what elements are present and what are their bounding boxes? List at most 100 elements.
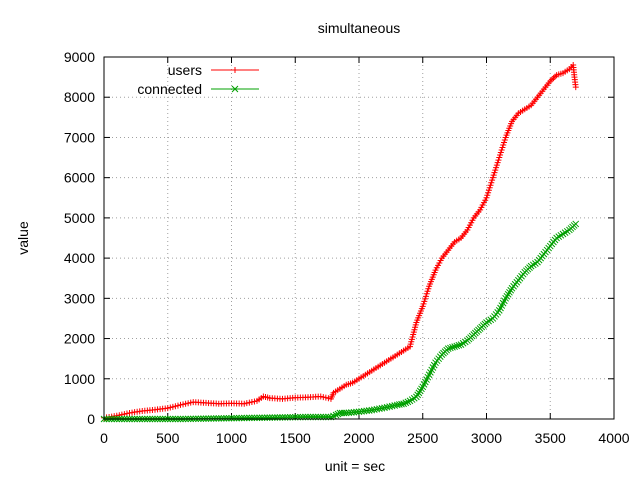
data-point — [383, 403, 391, 411]
data-point — [500, 141, 507, 148]
data-point — [263, 414, 271, 421]
data-point — [223, 414, 230, 422]
data-point — [317, 393, 324, 400]
data-point — [271, 414, 279, 421]
data-point — [248, 414, 256, 422]
data-point — [493, 164, 500, 171]
legend-marker-connected — [231, 85, 239, 93]
x-axis-label: unit = sec — [325, 458, 385, 474]
data-point — [238, 414, 246, 422]
x-tick-label: 1000 — [216, 430, 247, 446]
data-series — [100, 62, 580, 423]
data-point — [490, 172, 497, 179]
legend-label-users: users — [168, 62, 202, 78]
series-line-users — [103, 63, 577, 419]
data-point — [485, 189, 492, 196]
legend-label-connected: connected — [137, 81, 202, 97]
data-point — [215, 415, 223, 422]
data-point — [185, 400, 192, 407]
data-point — [256, 414, 263, 422]
data-point — [455, 341, 463, 349]
data-point — [423, 290, 430, 297]
data-point — [421, 298, 428, 305]
data-point — [419, 303, 426, 310]
data-point — [489, 174, 496, 181]
data-point — [246, 399, 253, 406]
y-tick-label: 3000 — [64, 290, 95, 306]
data-point — [501, 136, 508, 143]
x-tick-label: 2500 — [407, 430, 438, 446]
data-point — [498, 147, 505, 154]
series-connected — [100, 220, 580, 423]
axis-ticks: 0 500 1000 1500 2000 2500 3000 3500 4000 0 1000 200… — [64, 49, 630, 446]
data-point — [572, 84, 579, 91]
y-tick-label: 1000 — [64, 371, 95, 387]
data-point — [496, 154, 503, 161]
data-point — [420, 300, 427, 307]
data-point — [495, 157, 502, 164]
data-point — [225, 414, 233, 422]
chart-title: simultaneous — [318, 20, 401, 36]
data-point — [451, 343, 458, 350]
data-point — [418, 385, 425, 393]
data-point — [217, 415, 225, 422]
data-point — [485, 187, 492, 194]
data-point — [414, 391, 422, 399]
y-tick-label: 7000 — [64, 129, 95, 145]
data-point — [504, 290, 512, 298]
data-point — [572, 220, 580, 228]
data-point — [266, 414, 274, 421]
data-point — [484, 192, 491, 199]
data-point — [444, 345, 452, 352]
y-tick-label: 6000 — [64, 170, 95, 186]
data-point — [182, 400, 189, 407]
data-point — [212, 415, 220, 422]
data-point — [164, 405, 171, 412]
data-point — [400, 400, 407, 408]
data-point — [497, 152, 504, 159]
data-point — [248, 399, 255, 406]
data-point — [332, 411, 340, 419]
data-point — [174, 402, 181, 409]
data-point — [425, 285, 432, 292]
data-point — [497, 149, 504, 156]
data-point — [398, 400, 405, 408]
data-point — [388, 402, 396, 410]
data-point — [507, 286, 515, 294]
data-point — [180, 401, 187, 408]
data-point — [503, 292, 511, 300]
data-point — [230, 414, 238, 422]
data-point — [494, 159, 501, 166]
data-point — [493, 162, 500, 169]
data-point — [370, 406, 378, 414]
data-point — [502, 294, 509, 302]
data-point — [489, 177, 496, 184]
x-tick-label: 1500 — [280, 430, 311, 446]
data-point — [245, 414, 253, 422]
data-point — [386, 403, 393, 410]
data-point — [228, 414, 235, 422]
data-point — [501, 139, 508, 146]
data-point — [240, 414, 248, 422]
data-point — [241, 400, 248, 407]
x-tick-label: 3000 — [471, 430, 502, 446]
data-point — [487, 182, 494, 189]
data-point — [177, 401, 184, 408]
data-point — [261, 414, 269, 422]
data-point — [402, 399, 410, 407]
x-tick-label: 3500 — [535, 430, 566, 446]
data-point — [449, 343, 456, 351]
x-tick-label: 4000 — [598, 430, 629, 446]
y-axis-label: value — [15, 221, 31, 255]
x-tick-label: 2000 — [343, 430, 374, 446]
data-point — [243, 414, 251, 422]
data-point — [486, 184, 493, 191]
data-point — [123, 410, 130, 417]
y-tick-label: 8000 — [64, 89, 95, 105]
data-point — [220, 414, 228, 422]
data-point — [373, 405, 381, 413]
grid-lines — [104, 57, 614, 419]
data-point — [243, 400, 250, 407]
series-users — [101, 62, 579, 421]
